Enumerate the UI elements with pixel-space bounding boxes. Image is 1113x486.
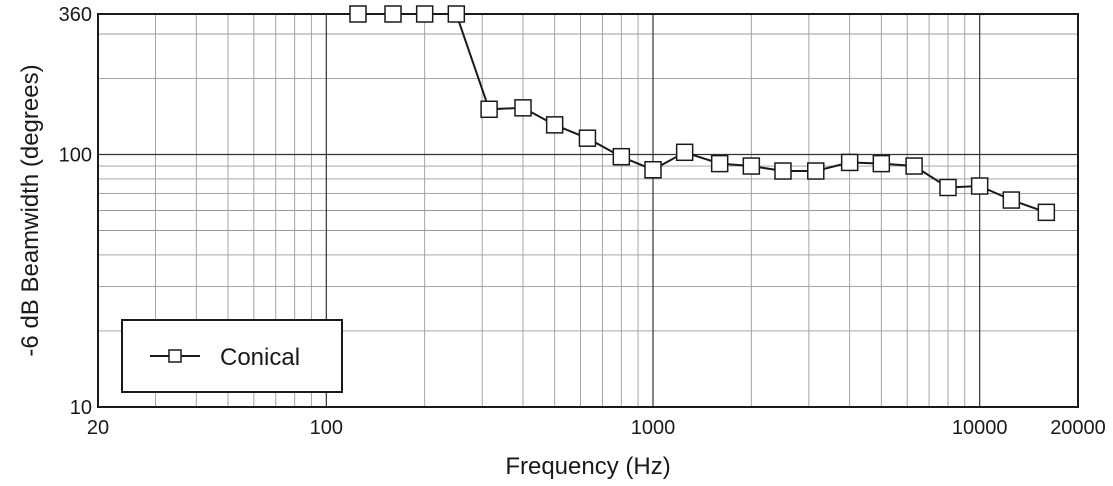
data-point-marker [905, 157, 923, 175]
data-point-marker [872, 154, 891, 173]
x-axis-title: Frequency (Hz) [505, 453, 670, 480]
data-point-marker [349, 5, 367, 23]
data-point-marker [447, 5, 466, 23]
data-point-marker [970, 177, 989, 195]
y-tick-label: 10 [70, 397, 92, 419]
data-point-marker [840, 153, 859, 172]
legend-label: Conical [220, 344, 300, 371]
data-point-marker [939, 178, 957, 197]
series-layer [349, 5, 1056, 222]
data-point-marker [675, 143, 694, 162]
y-tick-label: 100 [59, 144, 92, 166]
data-point-marker [545, 116, 564, 134]
data-point-marker [742, 157, 761, 175]
x-tick-label: 10000 [952, 417, 1008, 439]
data-point-marker [514, 99, 532, 117]
legend: Conical [121, 319, 343, 393]
data-point-marker [612, 147, 631, 166]
data-point-marker [415, 5, 434, 23]
plot-frame [97, 13, 1079, 408]
data-point-marker [1002, 191, 1021, 209]
data-point-marker [1037, 203, 1056, 222]
data-point-marker [384, 5, 402, 23]
y-axis-tick-labels: 10 100 360 [59, 4, 92, 419]
x-axis-tick-labels: 20 100 1000 10000 20000 [87, 417, 1106, 439]
legend-marker-square [168, 349, 182, 363]
data-point-marker [710, 154, 729, 173]
y-axis-title: -6 dB Beamwidth (degrees) [17, 64, 44, 356]
data-point-marker [774, 162, 792, 180]
x-tick-label: 20 [87, 417, 109, 439]
grid-minor [98, 14, 1078, 407]
x-tick-label: 100 [310, 417, 343, 439]
data-point-marker [644, 161, 662, 179]
x-tick-label: 1000 [631, 417, 676, 439]
data-point-marker [807, 162, 825, 180]
series-line-conical [358, 13, 1047, 214]
x-tick-label: 20000 [1050, 417, 1106, 439]
y-tick-label: 360 [59, 4, 92, 26]
data-point-marker [480, 100, 498, 119]
data-point-marker [578, 129, 597, 147]
